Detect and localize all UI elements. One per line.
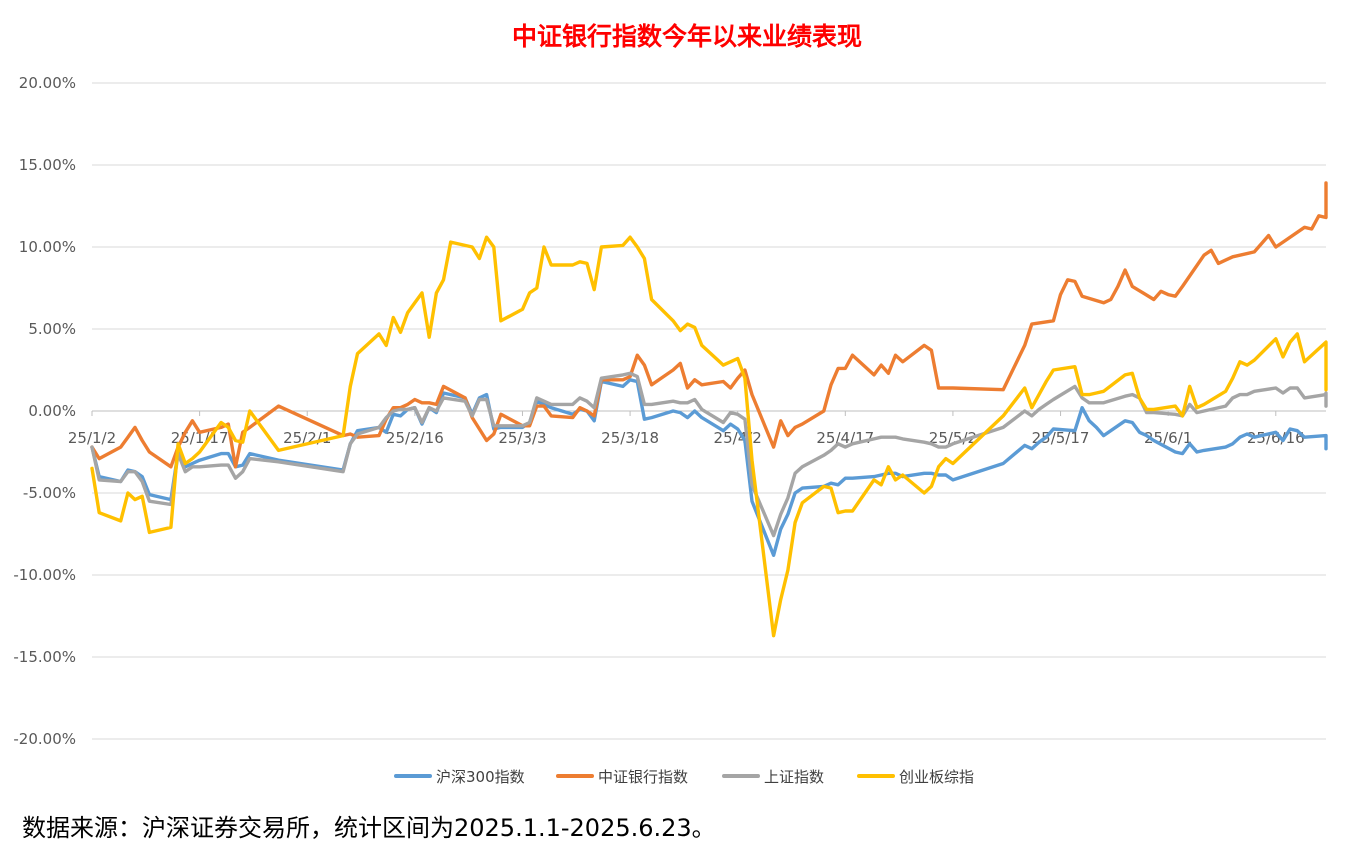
y-axis-ticks: 20.00% 15.00% 10.00% 5.00% 0.00% -5.00% -10.00…	[13, 74, 76, 748]
legend: 沪深300指数 中证银行指数 上证指数 创业板综指	[394, 768, 974, 786]
legend-label-2: 上证指数	[764, 768, 824, 786]
chart-title: 中证银行指数今年以来业绩表现	[512, 22, 862, 51]
x-tick-label: 25/3/3	[498, 429, 546, 447]
y-tick-label: 5.00%	[28, 320, 76, 338]
line-chart: 中证银行指数今年以来业绩表现 20.00% 15.00% 10.00% 5.00% 0.…	[13, 22, 1328, 786]
series-line-3	[90, 235, 1328, 638]
x-tick-label: 25/5/17	[1032, 429, 1090, 447]
series-line-1	[90, 181, 1328, 469]
legend-label-3: 创业板综指	[899, 768, 974, 786]
y-tick-label: -5.00%	[23, 484, 76, 502]
x-tick-label: 25/5/2	[929, 429, 977, 447]
y-tick-label: -15.00%	[13, 648, 76, 666]
series-lines	[90, 181, 1328, 638]
gridlines	[92, 82, 1326, 740]
x-tick-label: 25/1/2	[68, 429, 116, 447]
x-tick-label: 25/3/18	[601, 429, 659, 447]
y-tick-label: 20.00%	[19, 74, 76, 92]
x-tick-label: 25/6/16	[1247, 429, 1305, 447]
x-tick-label: 25/4/17	[816, 429, 874, 447]
legend-label-0: 沪深300指数	[436, 768, 525, 786]
y-tick-label: 10.00%	[19, 238, 76, 256]
y-tick-label: -20.00%	[13, 730, 76, 748]
legend-label-1: 中证银行指数	[598, 768, 688, 786]
y-tick-label: -10.00%	[13, 566, 76, 584]
data-source-note: 数据来源：沪深证券交易所，统计区间为2025.1.1-2025.6.23。	[22, 814, 716, 842]
series-line-2	[90, 371, 1328, 538]
y-tick-label: 15.00%	[19, 156, 76, 174]
x-tick-label: 25/2/16	[386, 429, 444, 447]
y-tick-label: 0.00%	[28, 402, 76, 420]
